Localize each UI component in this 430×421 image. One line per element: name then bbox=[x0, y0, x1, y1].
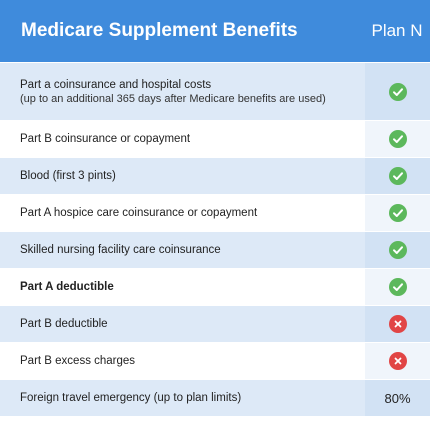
coverage-percent: 80% bbox=[384, 390, 411, 406]
table-row: Blood (first 3 pints) bbox=[0, 157, 430, 194]
row-label: Part A hospice care coinsurance or copay… bbox=[20, 207, 258, 219]
check-icon bbox=[388, 130, 407, 148]
check-icon bbox=[388, 278, 407, 296]
table-row: Part B coinsurance or copayment bbox=[0, 120, 430, 157]
table-title: Medicare Supplement Benefits bbox=[21, 20, 298, 41]
check-icon bbox=[388, 167, 407, 185]
row-label: Part A deductible bbox=[20, 281, 114, 293]
plan-column-header: Plan N bbox=[371, 21, 423, 40]
check-icon bbox=[388, 204, 407, 222]
row-label: Part B deductible bbox=[20, 318, 108, 330]
check-icon bbox=[388, 241, 407, 259]
row-label: Skilled nursing facility care coinsuranc… bbox=[20, 244, 221, 256]
x-icon bbox=[388, 352, 407, 370]
table-row: Part B deductible bbox=[0, 305, 430, 342]
row-label: Blood (first 3 pints) bbox=[20, 170, 116, 182]
table-row: Part a coinsurance and hospital costs (u… bbox=[0, 62, 430, 120]
table-row: Part B excess charges bbox=[0, 342, 430, 379]
row-label: Foreign travel emergency (up to plan lim… bbox=[20, 392, 242, 404]
table-row: Part A deductible bbox=[0, 268, 430, 305]
row-label: Part a coinsurance and hospital costs bbox=[20, 78, 212, 91]
row-label: Part B coinsurance or copayment bbox=[20, 133, 191, 145]
table-header: Medicare Supplement Benefits Plan N bbox=[0, 0, 430, 62]
check-icon bbox=[388, 82, 407, 101]
x-icon bbox=[388, 315, 407, 333]
table-row: Skilled nursing facility care coinsuranc… bbox=[0, 231, 430, 268]
table-row: Part A hospice care coinsurance or copay… bbox=[0, 194, 430, 231]
table-row: Foreign travel emergency (up to plan lim… bbox=[0, 379, 430, 416]
row-sublabel: (up to an additional 365 days after Medi… bbox=[20, 92, 326, 105]
row-label: Part B excess charges bbox=[20, 355, 136, 367]
